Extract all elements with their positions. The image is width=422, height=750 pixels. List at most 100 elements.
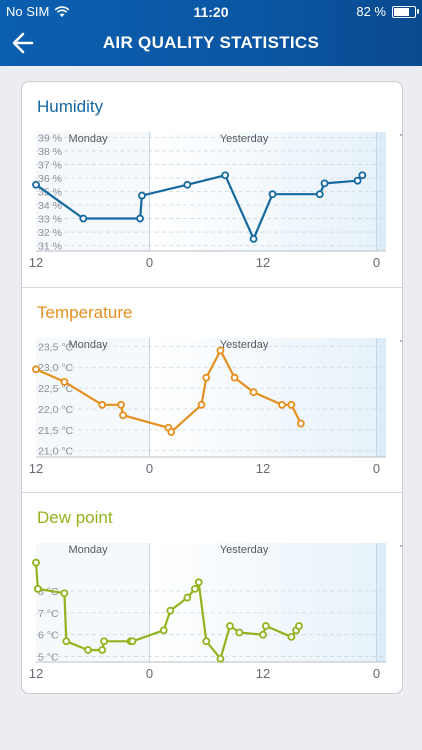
dew-point-data-point	[259, 630, 267, 639]
humidity-data-point	[320, 179, 329, 188]
battery-percent: 82 %	[356, 4, 386, 19]
nav-bar: AIR QUALITY STATISTICS	[0, 22, 422, 66]
humidity-data-point	[32, 180, 40, 189]
dew-point-data-point	[84, 646, 92, 654]
dew-point-data-point	[295, 622, 303, 630]
dew-point-data-point	[235, 628, 244, 637]
temperature-data-point	[32, 365, 40, 374]
x-tick-label: 0	[146, 461, 153, 476]
temperature-data-point	[278, 400, 286, 409]
humidity-data-point	[79, 214, 88, 223]
x-tick-label: 12	[29, 666, 43, 681]
statistics-card: Humidity 39 % 38 % 37 % 36 % 35 % 34 % 33 % 32 …	[21, 81, 403, 694]
dew-point-data-point	[98, 646, 107, 654]
day-label: Today	[400, 339, 402, 351]
dew-point-data-point	[100, 637, 109, 646]
day-label: Yesterday	[220, 133, 269, 145]
humidity-section: Humidity 39 % 38 % 37 % 36 % 35 % 34 % 33 % 32 …	[22, 82, 402, 287]
humidity-data-point	[136, 214, 144, 223]
humidity-data-point	[353, 176, 362, 185]
temperature-data-point	[216, 346, 225, 355]
temperature-section: Temperature 23,5 °C 23,0 °C 22,5 °C 22,0 °C…	[22, 287, 402, 493]
humidity-data-point	[183, 180, 192, 189]
status-bar: No SIM 11:20 82 %	[0, 0, 422, 22]
back-button[interactable]	[8, 26, 40, 60]
dew-point-data-point	[33, 584, 42, 593]
x-tick-label: 0	[373, 666, 380, 681]
y-tick-label: 37 %	[38, 159, 62, 171]
humidity-title: Humidity	[37, 97, 104, 116]
humidity-data-point	[138, 191, 146, 200]
clock: 11:20	[193, 4, 229, 20]
battery-level	[394, 7, 409, 16]
temperature-data-point	[230, 373, 239, 382]
dew-point-data-point	[32, 558, 40, 567]
y-tick-label: 6 °C	[38, 630, 59, 642]
temperature-data-point	[249, 388, 258, 397]
day-label: Today	[400, 544, 402, 556]
y-tick-label: 39 %	[38, 132, 62, 144]
y-tick-label: 21,5 °C	[38, 425, 74, 437]
dew-point-data-point	[191, 584, 199, 593]
temperature-data-point	[117, 400, 126, 409]
dew-point-data-point	[128, 637, 137, 646]
temperature-data-point	[202, 373, 211, 382]
temperature-data-point	[296, 419, 305, 428]
x-tick-label: 12	[29, 255, 43, 270]
x-tick-label: 0	[373, 255, 380, 270]
humidity-data-point	[315, 190, 324, 199]
y-tick-label: 34 %	[38, 200, 62, 212]
dew-point-data-point	[287, 632, 296, 641]
temperature-data-point	[119, 411, 127, 420]
humidity-data-point	[358, 171, 367, 180]
dew-point-data-point	[62, 637, 71, 646]
temperature-title: Temperature	[37, 303, 133, 322]
page-title: AIR QUALITY STATISTICS	[102, 33, 320, 52]
y-tick-label: 21,0 °C	[38, 446, 74, 458]
yesterday-area	[149, 543, 377, 662]
app-header: No SIM 11:20 82 % AIR QUALITY STATISTICS	[0, 0, 422, 66]
dew-point-data-point	[183, 593, 192, 602]
arrow-left-icon	[12, 32, 34, 54]
dew-point-title: Dew point	[37, 508, 113, 527]
temperature-data-point	[60, 377, 69, 386]
today-area	[376, 338, 386, 457]
day-label: Yesterday	[220, 544, 269, 556]
y-tick-label: 38 %	[38, 146, 62, 158]
carrier-label: No SIM	[6, 4, 50, 19]
wifi-icon	[54, 5, 70, 17]
humidity-data-point	[221, 171, 230, 180]
y-tick-label: 33 %	[38, 214, 62, 226]
y-tick-label: 23,0 °C	[38, 362, 74, 374]
today-area	[376, 543, 386, 662]
dew-point-data-point	[261, 622, 270, 630]
temperature-data-point	[167, 428, 176, 436]
x-tick-label: 12	[256, 666, 270, 681]
monday-area	[36, 338, 150, 457]
y-tick-label: 36 %	[38, 173, 62, 185]
y-tick-label: 22,0 °C	[38, 404, 74, 416]
x-tick-label: 0	[373, 461, 380, 476]
dew-point-chart[interactable]: 8 °C7 °C6 °C5 °CMondayYesterdayToday1201…	[22, 538, 402, 688]
x-tick-label: 12	[256, 461, 270, 476]
humidity-series-line	[35, 174, 364, 240]
temperature-chart[interactable]: 23,5 °C 23,0 °C 22,5 °C 22,0 °C 21,5 °C 21,0 …	[22, 333, 402, 483]
temperature-data-point	[197, 400, 206, 409]
dew-point-section: Dew point 8 °C 7 °C 6 °C 5 °C Monday Yesterda…	[22, 492, 402, 693]
day-label: Yesterday	[220, 339, 269, 351]
day-label: Monday	[68, 544, 108, 556]
x-tick-label: 0	[146, 255, 153, 270]
dew-point-data-point	[159, 626, 168, 635]
dew-point-data-point	[202, 637, 211, 646]
temperature-data-point	[287, 400, 296, 409]
day-label: Today	[400, 133, 402, 145]
dew-point-data-point	[194, 578, 203, 587]
humidity-data-point	[249, 234, 258, 243]
x-tick-label: 12	[256, 255, 270, 270]
dew-point-data-point	[226, 622, 234, 630]
x-tick-label: 12	[29, 461, 43, 476]
humidity-chart[interactable]: 39 % 38 % 37 % 36 % 35 % 34 % 33 % 32 % 31 % Mond…	[22, 127, 402, 277]
y-tick-label: 5 °C	[38, 652, 59, 664]
y-tick-label: 32 %	[38, 227, 62, 239]
dew-point-data-point	[60, 589, 69, 598]
